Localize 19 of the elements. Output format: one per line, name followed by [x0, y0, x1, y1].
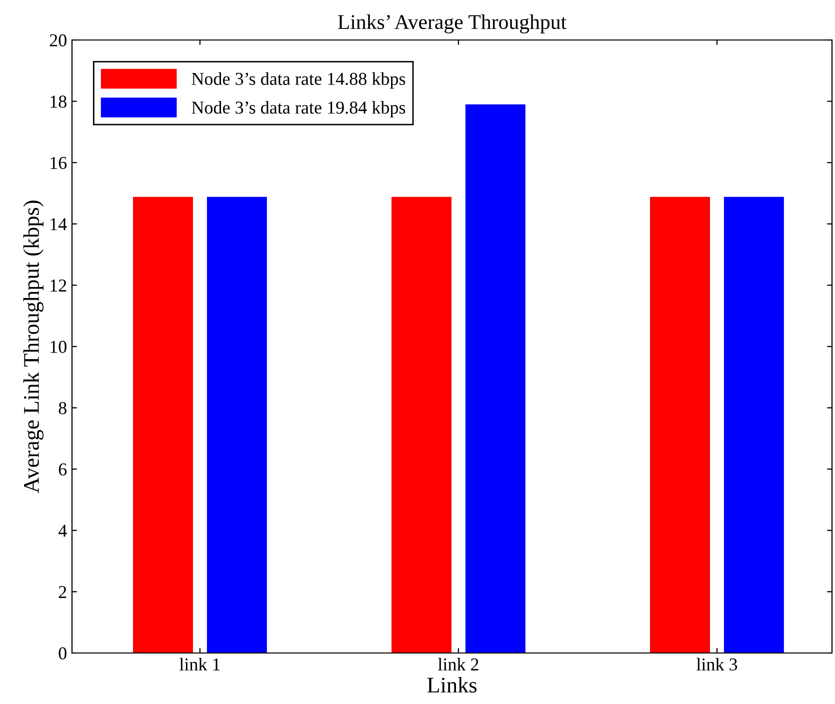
y-axis-title: Average Link Throughput (kbps)	[23, 200, 44, 494]
chart-title: Links’ Average Throughput	[338, 14, 566, 34]
y-tick-label: 8	[58, 402, 66, 414]
legend-label: Node 3’s data rate 14.88 kbps	[192, 72, 406, 89]
x-axis-title: Links	[427, 677, 477, 693]
y-tick-label: 18	[50, 96, 66, 108]
y-tick-label: 10	[50, 340, 66, 353]
x-tick-label: link 3	[696, 658, 738, 671]
legend-label: Node 3’s data rate 19.84 kbps	[192, 101, 406, 118]
y-tick-label: 12	[50, 280, 66, 292]
x-tick-label: link 1	[180, 658, 220, 670]
y-tick-label: 20	[50, 34, 66, 46]
y-tick-label: 2	[58, 586, 66, 598]
y-tick-label: 6	[58, 463, 67, 476]
y-tick-label: 4	[58, 524, 67, 537]
y-tick-label: 14	[50, 218, 67, 230]
y-tick-label: 16	[50, 156, 67, 170]
y-tick-label: 0	[58, 647, 66, 660]
x-tick-label: link 2	[438, 658, 478, 670]
